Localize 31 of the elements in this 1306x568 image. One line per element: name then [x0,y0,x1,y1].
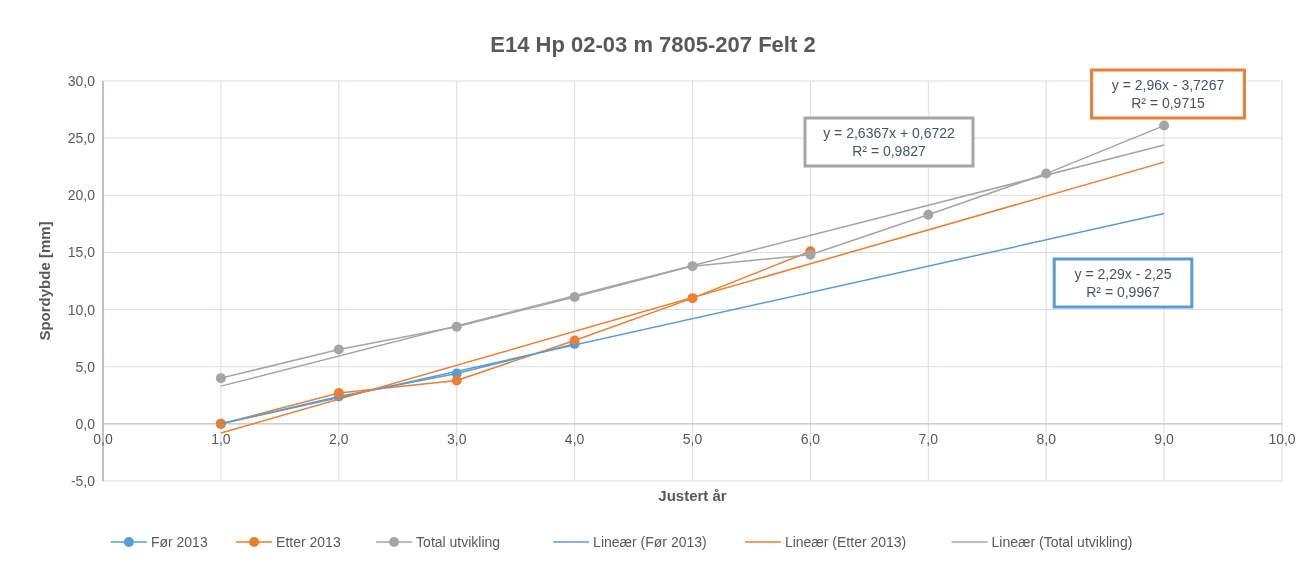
y-tick-label: 0,0 [75,415,96,432]
y-tick-label: 25,0 [67,130,96,147]
y-tick-label: 20,0 [67,187,96,204]
y-tick-label: 30,0 [67,73,96,89]
y-tick-label: 10,0 [67,301,96,318]
annotation: y = 2,6367x + 0,6722 R² = 0,9827 [823,125,955,159]
annotation: y = 2,96x - 3,7267 R² = 0,9715 [1111,77,1225,111]
legend-label: Total utvikling [416,534,501,550]
x-tick-label: 4,0 [564,430,585,447]
x-tick-label: 0,0 [93,430,113,447]
x-tick-label: 3,0 [446,430,467,447]
x-tick-label: 2,0 [329,430,349,447]
annotation: y = 2,29x - 2,25 R² = 0,9967 [1074,266,1172,300]
x-tick-label: 1,0 [211,430,231,447]
x-tick-label: 10,0 [1268,430,1296,447]
legend-label: Før 2013 [150,534,208,550]
x-tick-label: 6,0 [800,430,821,447]
chart-title: E14 Hp 02-03 m 7805-207 Felt 2 [490,32,816,57]
x-tick-label: 9,0 [1154,430,1175,447]
y-tick-label: -5,0 [70,473,96,489]
x-tick-label: 5,0 [682,430,703,447]
legend-label: Lineær (Etter 2013) [784,534,907,550]
x-axis-title: Justert år [658,487,727,504]
y-axis-title: Spordybde [mm] [36,221,53,341]
y-tick-label: 5,0 [75,358,96,375]
legend-label: Etter 2013 [276,534,341,550]
x-tick-label: 7,0 [918,430,939,447]
y-tick-label: 15,0 [67,244,96,261]
x-tick-label: 8,0 [1036,430,1057,447]
legend-label: Lineær (Før 2013) [593,534,707,550]
legend-label: Lineær (Total utvikling) [991,534,1133,550]
